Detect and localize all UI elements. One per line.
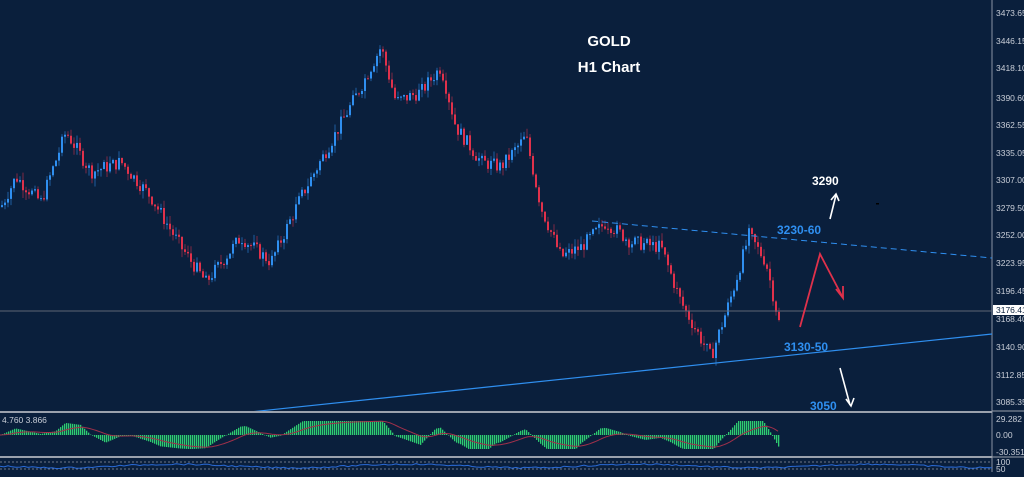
candlestick-series <box>1 45 780 366</box>
macd-top-tick: 29.282 <box>996 414 1022 424</box>
sub-osc-line <box>0 463 993 470</box>
chart-title: GOLD <box>587 33 630 50</box>
svg-text:3085.35: 3085.35 <box>996 397 1024 407</box>
projection-zigzag-icon <box>799 251 844 328</box>
resistance-zone-label: 3230-60 <box>777 223 821 237</box>
macd-bottom-tick: -30.351 <box>996 447 1024 457</box>
svg-text:3473.65: 3473.65 <box>996 8 1024 18</box>
stray-mark <box>876 203 879 205</box>
svg-text:3362.55: 3362.55 <box>996 120 1024 130</box>
sub-osc-mid-tick: 50 <box>996 464 1006 472</box>
sub-osc-top-tick: 100 <box>996 457 1010 467</box>
svg-text:3390.60: 3390.60 <box>996 93 1024 103</box>
svg-text:3418.10: 3418.10 <box>996 63 1024 73</box>
svg-text:3335.05: 3335.05 <box>996 148 1024 158</box>
svg-text:3446.15: 3446.15 <box>996 36 1024 46</box>
price-axis: 3473.65 3446.15 3418.10 3390.60 3362.55 … <box>996 8 1024 407</box>
macd-zero-tick: 0.00 <box>996 430 1013 440</box>
svg-text:3140.90: 3140.90 <box>996 342 1024 352</box>
resistance-trendline[interactable] <box>591 220 993 259</box>
up-target-label: 3290 <box>812 174 839 188</box>
svg-text:3196.45: 3196.45 <box>996 286 1024 296</box>
svg-text:3223.95: 3223.95 <box>996 258 1024 268</box>
macd-signal-line <box>0 420 779 448</box>
down-arrow-icon <box>839 367 855 408</box>
down-target-label: 3050 <box>810 399 837 413</box>
svg-text:3307.00: 3307.00 <box>996 175 1024 185</box>
current-price-value: 3176.41 <box>996 305 1024 315</box>
macd-values: 4.760 3.866 <box>2 415 47 425</box>
support-trendline[interactable] <box>249 333 993 413</box>
up-arrow-icon <box>829 192 840 220</box>
current-price-badge <box>993 305 1024 315</box>
svg-text:3252.00: 3252.00 <box>996 230 1024 240</box>
chart-subtitle: H1 Chart <box>578 59 641 76</box>
svg-text:3112.85: 3112.85 <box>996 370 1024 380</box>
support-zone-label: 3130-50 <box>784 340 828 354</box>
svg-text:3279.50: 3279.50 <box>996 203 1024 213</box>
macd-separator-bottom <box>0 456 992 458</box>
svg-text:3168.40: 3168.40 <box>996 314 1024 324</box>
macd-separator-top <box>0 411 992 413</box>
